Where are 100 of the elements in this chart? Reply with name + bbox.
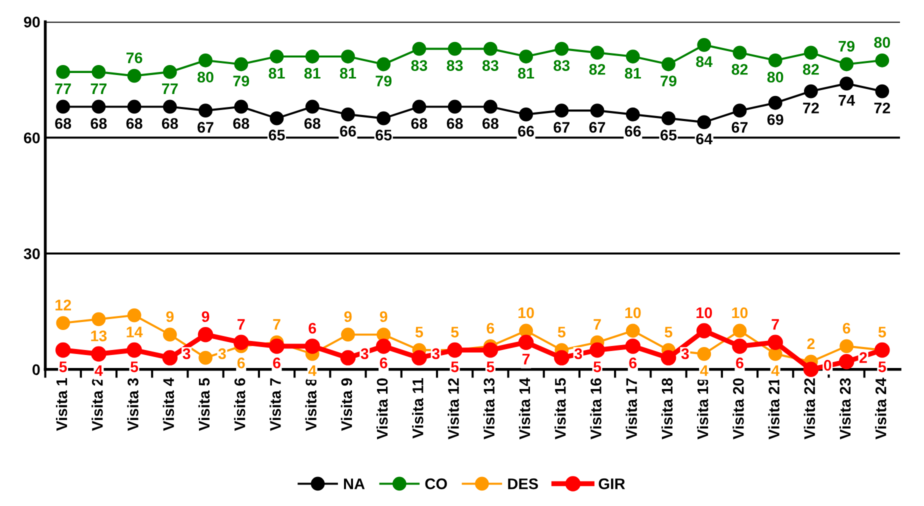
point bbox=[804, 84, 818, 98]
x-tick-label: Visita 11 bbox=[412, 378, 424, 438]
data-label: 3 bbox=[574, 348, 582, 360]
data-label: 12 bbox=[56, 300, 71, 310]
data-label: 68 bbox=[411, 118, 428, 129]
point bbox=[305, 100, 320, 114]
x-tick-label: Visita 7 bbox=[270, 378, 281, 431]
data-label: 6 bbox=[486, 322, 494, 334]
point bbox=[626, 324, 640, 338]
data-label: 7 bbox=[522, 354, 530, 364]
point bbox=[304, 338, 320, 354]
data-label: 10 bbox=[732, 307, 748, 318]
x-tick-label: Visita 6 bbox=[234, 378, 246, 431]
x-tick-label: Visita 15 bbox=[554, 378, 566, 440]
point bbox=[162, 350, 178, 366]
point bbox=[732, 324, 747, 338]
point bbox=[127, 100, 142, 114]
legend-label: NA bbox=[344, 478, 365, 490]
data-label: 14 bbox=[126, 326, 143, 338]
point bbox=[56, 100, 70, 114]
point bbox=[554, 104, 569, 118]
point bbox=[768, 53, 782, 68]
point bbox=[412, 350, 427, 366]
data-label: 5 bbox=[451, 362, 459, 372]
data-label: 6 bbox=[380, 358, 388, 368]
data-label: 68 bbox=[90, 118, 107, 129]
data-label: 6 bbox=[736, 358, 744, 368]
data-label: 6 bbox=[842, 322, 850, 334]
point bbox=[270, 50, 284, 64]
point bbox=[590, 46, 604, 60]
data-label: 81 bbox=[304, 68, 320, 79]
data-label: 68 bbox=[126, 118, 142, 129]
point bbox=[198, 53, 212, 68]
point bbox=[519, 50, 533, 64]
point bbox=[269, 338, 284, 354]
data-label: 6 bbox=[237, 358, 245, 368]
data-label: 68 bbox=[233, 118, 250, 129]
data-label: 9 bbox=[380, 311, 388, 322]
x-tick-label: Visita 18 bbox=[661, 378, 673, 440]
point bbox=[697, 115, 712, 130]
point bbox=[768, 96, 782, 110]
data-label: 67 bbox=[554, 122, 570, 133]
x-tick-label: Visita 20 bbox=[732, 378, 744, 440]
data-label: 5 bbox=[664, 326, 672, 338]
point bbox=[412, 42, 426, 56]
point bbox=[840, 76, 854, 91]
data-label: 79 bbox=[233, 76, 250, 86]
point bbox=[56, 65, 70, 79]
x-tick-label: Visita 21 bbox=[768, 378, 780, 440]
data-label: 7 bbox=[238, 319, 245, 330]
point bbox=[590, 104, 604, 118]
data-label: 3 bbox=[182, 348, 190, 360]
x-tick-label: Visita 17 bbox=[626, 378, 637, 440]
point bbox=[92, 100, 106, 114]
point bbox=[341, 328, 355, 342]
point bbox=[198, 104, 212, 118]
data-label: 77 bbox=[162, 83, 178, 94]
data-label: 66 bbox=[624, 126, 641, 137]
data-label: 76 bbox=[126, 52, 142, 64]
point bbox=[626, 108, 640, 122]
data-label: 67 bbox=[589, 122, 606, 133]
x-tick-label: Visita 23 bbox=[839, 378, 851, 440]
data-label: 79 bbox=[376, 76, 392, 86]
point bbox=[518, 334, 534, 350]
point bbox=[270, 111, 284, 126]
data-label: 66 bbox=[518, 126, 534, 137]
point bbox=[56, 316, 70, 330]
point bbox=[305, 50, 320, 64]
data-label: 82 bbox=[732, 64, 748, 75]
data-label: 10 bbox=[518, 307, 534, 318]
point bbox=[519, 108, 533, 122]
point bbox=[662, 57, 676, 72]
x-tick-label: Visita 5 bbox=[198, 378, 210, 431]
point bbox=[376, 111, 391, 126]
point bbox=[376, 57, 391, 72]
data-label: 81 bbox=[518, 68, 534, 79]
data-label: 65 bbox=[376, 130, 392, 140]
point bbox=[626, 50, 640, 64]
data-label: 80 bbox=[767, 72, 784, 83]
data-label: 83 bbox=[482, 60, 498, 71]
data-label: 9 bbox=[166, 311, 174, 322]
data-label: 80 bbox=[874, 37, 890, 48]
point bbox=[448, 42, 462, 56]
point bbox=[482, 342, 498, 358]
data-label: 67 bbox=[732, 122, 748, 133]
point bbox=[697, 346, 712, 361]
data-label: 82 bbox=[589, 64, 606, 75]
data-label: 0 bbox=[824, 360, 832, 371]
data-label: 4 bbox=[700, 365, 708, 376]
data-label: 77 bbox=[55, 83, 71, 94]
point bbox=[732, 104, 747, 118]
point bbox=[875, 53, 890, 68]
point bbox=[840, 339, 854, 354]
point bbox=[660, 350, 676, 366]
data-label: 6 bbox=[273, 358, 280, 368]
data-label: 5 bbox=[415, 326, 424, 338]
x-tick-label: Visita 14 bbox=[518, 378, 530, 440]
x-tick-label: Visita 3 bbox=[127, 378, 138, 431]
data-label: 72 bbox=[803, 102, 819, 114]
point bbox=[91, 346, 106, 362]
